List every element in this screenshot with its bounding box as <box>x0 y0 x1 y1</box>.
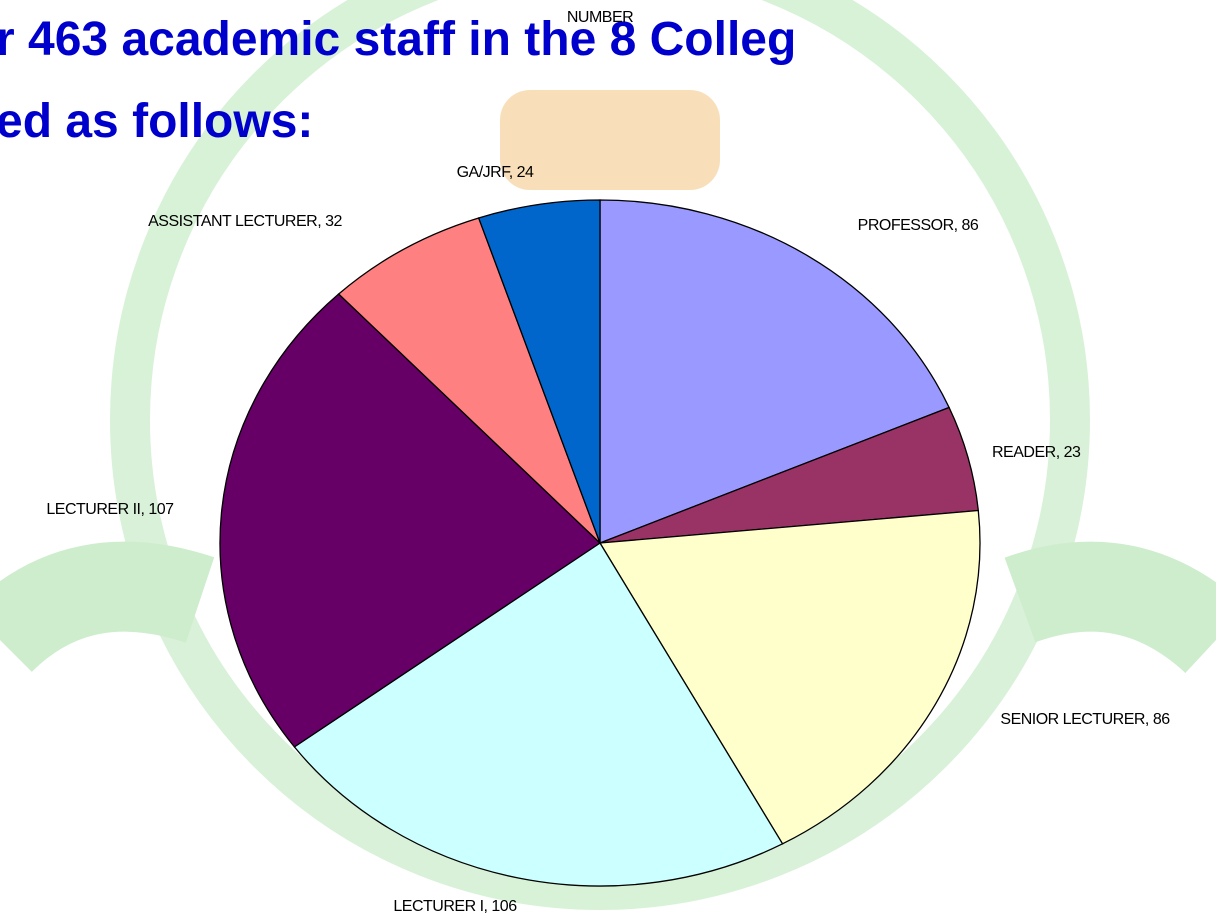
label-separator: , <box>317 213 325 230</box>
slice-category: SENIOR LECTURER <box>1000 711 1145 728</box>
slice-value: 106 <box>491 898 517 915</box>
label-separator: , <box>509 164 517 181</box>
label-separator: , <box>1056 444 1064 461</box>
slice-value: 24 <box>517 164 534 181</box>
slice-category: ASSISTANT LECTURER <box>148 213 317 230</box>
slice-value: 86 <box>1153 711 1170 728</box>
slice-label: PROFESSOR, 86 <box>858 217 979 234</box>
slice-category: GA/JRF <box>457 164 512 181</box>
slice-value: 86 <box>962 217 979 234</box>
chart-title: NUMBER <box>567 9 633 26</box>
slice-value: 32 <box>325 213 342 230</box>
slice-value: 107 <box>148 501 174 518</box>
label-separator: , <box>1145 711 1153 728</box>
label-separator: , <box>484 898 492 915</box>
slice-label: READER, 23 <box>992 444 1081 461</box>
slice-category: LECTURER I <box>393 898 483 915</box>
slide-title: ed as follows: <box>0 95 313 148</box>
pie <box>220 200 980 886</box>
label-separator: , <box>140 501 148 518</box>
slide: r 463 academic staff in the 8 Colleg ed … <box>0 0 1216 919</box>
slice-label: ASSISTANT LECTURER, 32 <box>148 213 342 230</box>
slice-label: SENIOR LECTURER, 86 <box>1000 711 1170 728</box>
slide-title: r 463 academic staff in the 8 Colleg <box>0 13 796 66</box>
slice-label: LECTURER I, 106 <box>393 898 517 915</box>
slice-value: 23 <box>1064 444 1081 461</box>
slice-category: PROFESSOR <box>858 217 954 234</box>
slice-label: GA/JRF, 24 <box>457 164 534 181</box>
slice-label: LECTURER II, 107 <box>46 501 174 518</box>
label-separator: , <box>954 217 962 234</box>
slice-category: LECTURER II <box>46 501 140 518</box>
slice-category: READER <box>992 444 1056 461</box>
